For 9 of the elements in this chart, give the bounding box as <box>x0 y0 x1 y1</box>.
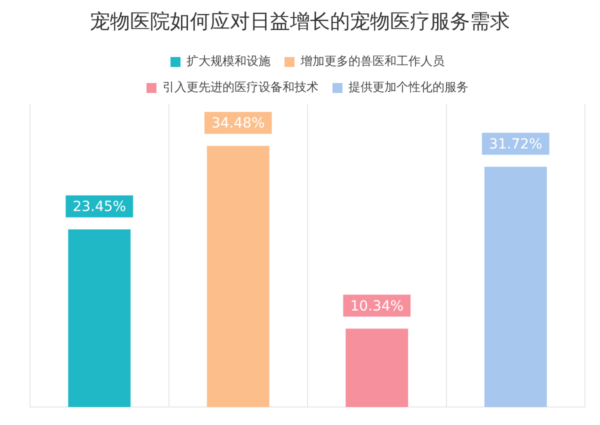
legend-label: 增加更多的兽医和工作人员 <box>300 54 444 68</box>
data-label: 34.48% <box>211 115 265 132</box>
legend-label: 扩大规模和设施 <box>186 54 270 68</box>
data-label: 23.45% <box>72 199 126 216</box>
legend-label: 提供更加个性化的服务 <box>348 80 468 94</box>
data-label: 31.72% <box>488 136 542 152</box>
data-label: 10.34% <box>350 298 404 314</box>
chart-title: 宠物医院如何应对日益增长的宠物医疗服务需求 <box>89 8 511 35</box>
legend-label: 引入更先进的医疗设备和技术 <box>162 80 318 94</box>
